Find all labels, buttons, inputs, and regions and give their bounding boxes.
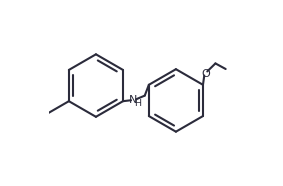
Text: O: O: [201, 69, 210, 79]
Text: H: H: [134, 99, 141, 108]
Text: N: N: [129, 95, 138, 105]
